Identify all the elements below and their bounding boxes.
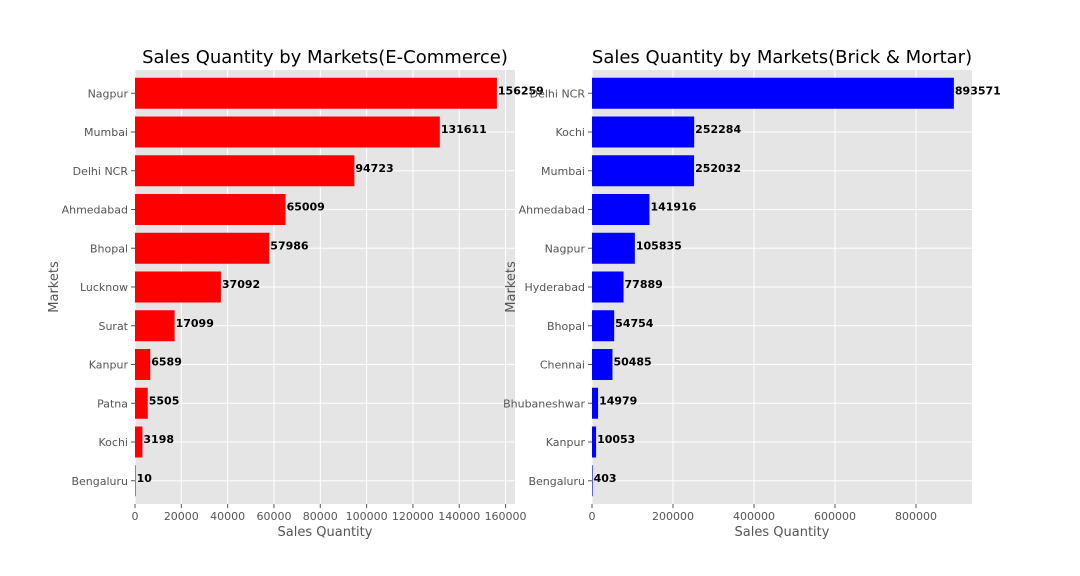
y-tick-label: Bhopal xyxy=(547,320,585,333)
x-tick-label: 800000 xyxy=(895,510,937,523)
bar-value-label: 14979 xyxy=(599,394,637,407)
x-tick-label: 20000 xyxy=(164,510,199,523)
bar-value-label: 141916 xyxy=(650,201,696,214)
x-tick-label: 600000 xyxy=(814,510,856,523)
bar-value-label: 94723 xyxy=(355,162,393,175)
y-tick-label: Hyderabad xyxy=(525,281,586,294)
y-tick-label: Patna xyxy=(97,397,128,410)
x-tick-label: 0 xyxy=(132,510,139,523)
y-axis-label: Markets xyxy=(504,261,519,313)
y-tick-label: Kochi xyxy=(556,126,585,139)
brick-mortar-chart: 0 200000 400000 600000 800000 Delhi NCR 893571… xyxy=(503,47,1001,540)
x-tick-label: 100000 xyxy=(346,510,388,523)
bar-value-label: 57986 xyxy=(270,239,309,252)
x-tick-label: 200000 xyxy=(652,510,694,523)
bar xyxy=(135,465,136,497)
bar xyxy=(592,349,613,380)
bar-value-label: 3198 xyxy=(143,433,174,446)
bar xyxy=(592,232,635,264)
bar-value-label: 10 xyxy=(137,472,153,485)
bar xyxy=(135,116,440,148)
x-tick-label: 140000 xyxy=(438,510,480,523)
bar-value-label: 252032 xyxy=(695,162,741,175)
bar-value-label: 5505 xyxy=(149,394,180,407)
bar xyxy=(135,77,497,109)
x-tick-label: 40000 xyxy=(210,510,245,523)
x-tick-label: 400000 xyxy=(733,510,775,523)
chart-title: Sales Quantity by Markets(Brick & Mortar… xyxy=(592,47,972,68)
y-tick-label: Nagpur xyxy=(88,87,129,100)
bar xyxy=(592,310,615,342)
y-tick-label: Lucknow xyxy=(80,281,128,294)
bar xyxy=(592,155,695,187)
bar-value-label: 17099 xyxy=(176,317,214,330)
bar xyxy=(135,426,143,458)
y-tick-label: Kochi xyxy=(99,436,128,449)
y-tick-label: Kanpur xyxy=(546,436,586,449)
x-axis-label: Sales Quantity xyxy=(278,525,373,540)
bar-value-label: 403 xyxy=(594,472,617,485)
bar-value-label: 6589 xyxy=(151,356,182,369)
x-tick-label: 60000 xyxy=(256,510,291,523)
bar-value-label: 131611 xyxy=(441,123,487,136)
x-tick-label: 160000 xyxy=(485,510,527,523)
bar xyxy=(135,310,175,342)
y-axis-label: Markets xyxy=(47,261,62,313)
y-tick-label: Bengaluru xyxy=(71,475,128,488)
y-tick-label: Bhubaneshwar xyxy=(503,397,585,410)
y-tick-label: Surat xyxy=(98,320,128,333)
bar xyxy=(135,194,286,225)
chart-title: Sales Quantity by Markets(E-Commerce) xyxy=(142,47,508,68)
x-tick-label: 120000 xyxy=(392,510,434,523)
y-tick-label: Ahmedabad xyxy=(62,204,128,217)
y-tick-label: Mumbai xyxy=(541,165,585,178)
bar xyxy=(135,232,270,264)
bar-value-label: 10053 xyxy=(597,433,635,446)
bar-value-label: 54754 xyxy=(615,317,654,330)
bar-value-label: 50485 xyxy=(613,356,651,369)
y-tick-label: Ahmedabad xyxy=(519,204,585,217)
bar xyxy=(592,116,695,148)
bar-value-label: 893571 xyxy=(955,84,1001,97)
y-tick-label: Delhi NCR xyxy=(73,165,129,178)
bar xyxy=(592,426,597,458)
bar-value-label: 65009 xyxy=(287,201,325,214)
bar xyxy=(592,271,624,303)
y-tick-label: Bengaluru xyxy=(528,475,585,488)
bar-value-label: 156259 xyxy=(498,84,544,97)
bar xyxy=(592,465,593,497)
bar-value-label: 37092 xyxy=(222,278,260,291)
x-tick-label: 80000 xyxy=(303,510,338,523)
y-tick-label: Chennai xyxy=(540,359,585,372)
bar xyxy=(592,194,650,225)
bar xyxy=(592,77,954,109)
bar-value-label: 77889 xyxy=(625,278,663,291)
y-tick-label: Mumbai xyxy=(84,126,128,139)
y-tick-label: Bhopal xyxy=(90,242,128,255)
x-tick-label: 0 xyxy=(589,510,596,523)
bar-value-label: 105835 xyxy=(636,239,682,252)
y-tick-label: Nagpur xyxy=(545,242,586,255)
y-tick-label: Kanpur xyxy=(89,359,129,372)
bar xyxy=(135,271,221,303)
bar-value-label: 252284 xyxy=(695,123,741,136)
bar xyxy=(592,387,599,419)
bar xyxy=(135,349,151,380)
bar xyxy=(135,155,355,187)
x-axis-label: Sales Quantity xyxy=(735,525,830,540)
bar xyxy=(135,387,148,419)
y-tick-label: Delhi NCR xyxy=(530,87,586,100)
ecommerce-chart: 0 20000 40000 60000 80000 100000 120000 140000 1… xyxy=(47,47,544,540)
